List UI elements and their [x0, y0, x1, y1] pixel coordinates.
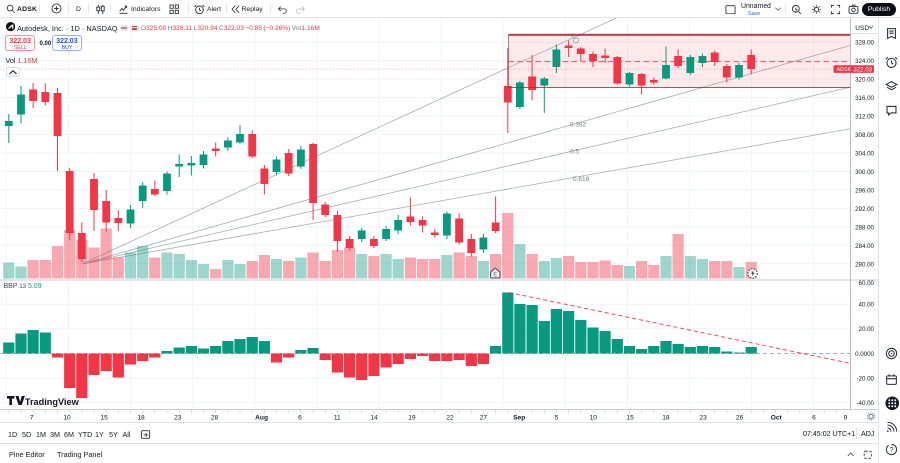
svg-text:27: 27 — [480, 415, 488, 422]
svg-text:60.00: 60.00 — [859, 280, 875, 287]
svg-text:10: 10 — [590, 415, 598, 422]
svg-text:0.0000: 0.0000 — [855, 351, 874, 358]
svg-text:284.00: 284.00 — [855, 243, 874, 250]
svg-text:308.00: 308.00 — [855, 132, 874, 139]
svg-text:300.00: 300.00 — [855, 169, 874, 176]
svg-text:280.00: 280.00 — [855, 262, 874, 269]
svg-text:9: 9 — [844, 415, 848, 422]
svg-text:7: 7 — [30, 415, 34, 422]
svg-text:Sep: Sep — [513, 415, 525, 422]
svg-text:0.618: 0.618 — [573, 176, 590, 183]
svg-text:14: 14 — [370, 415, 378, 422]
svg-text:18: 18 — [137, 415, 145, 422]
svg-text:ADSK: ADSK — [837, 67, 852, 73]
svg-text:11: 11 — [334, 415, 341, 422]
svg-text:TradingView: TradingView — [25, 396, 80, 406]
svg-text:23: 23 — [174, 415, 182, 422]
svg-text:26: 26 — [736, 415, 744, 422]
svg-text:22: 22 — [446, 415, 454, 422]
svg-text:0: 0 — [571, 33, 575, 40]
svg-text:6: 6 — [298, 415, 302, 422]
svg-text:312.00: 312.00 — [855, 114, 874, 121]
svg-text:288.00: 288.00 — [855, 225, 874, 232]
svg-text:-20.00: -20.00 — [856, 375, 874, 382]
svg-text:324.00: 324.00 — [855, 58, 874, 65]
svg-text:E: E — [493, 271, 497, 278]
svg-text:5: 5 — [555, 415, 559, 422]
svg-text:20.00: 20.00 — [859, 326, 875, 333]
svg-text:19: 19 — [408, 415, 416, 422]
svg-text:296.00: 296.00 — [855, 188, 874, 195]
svg-text:15: 15 — [626, 415, 634, 422]
svg-text:316.00: 316.00 — [855, 95, 874, 102]
svg-text:28: 28 — [211, 415, 219, 422]
svg-text:23: 23 — [700, 415, 708, 422]
svg-text:-40.00: -40.00 — [856, 400, 874, 407]
svg-text:USD: USD — [855, 25, 869, 32]
svg-text:10: 10 — [63, 415, 71, 422]
svg-text:15: 15 — [101, 415, 109, 422]
svg-text:292.00: 292.00 — [855, 206, 874, 213]
svg-text:0.5: 0.5 — [570, 149, 579, 156]
svg-text:6: 6 — [812, 415, 816, 422]
svg-text:Oct: Oct — [771, 415, 783, 422]
svg-text:304.00: 304.00 — [855, 151, 874, 158]
svg-text:Aug: Aug — [255, 415, 268, 422]
svg-text:?: ? — [889, 445, 893, 454]
svg-text:0.382: 0.382 — [570, 122, 587, 129]
svg-text:320.00: 320.00 — [855, 77, 874, 84]
svg-text:18: 18 — [662, 415, 670, 422]
svg-text:328.00: 328.00 — [855, 40, 874, 47]
svg-text:322.03: 322.03 — [853, 66, 872, 73]
svg-text:40.00: 40.00 — [859, 302, 875, 309]
